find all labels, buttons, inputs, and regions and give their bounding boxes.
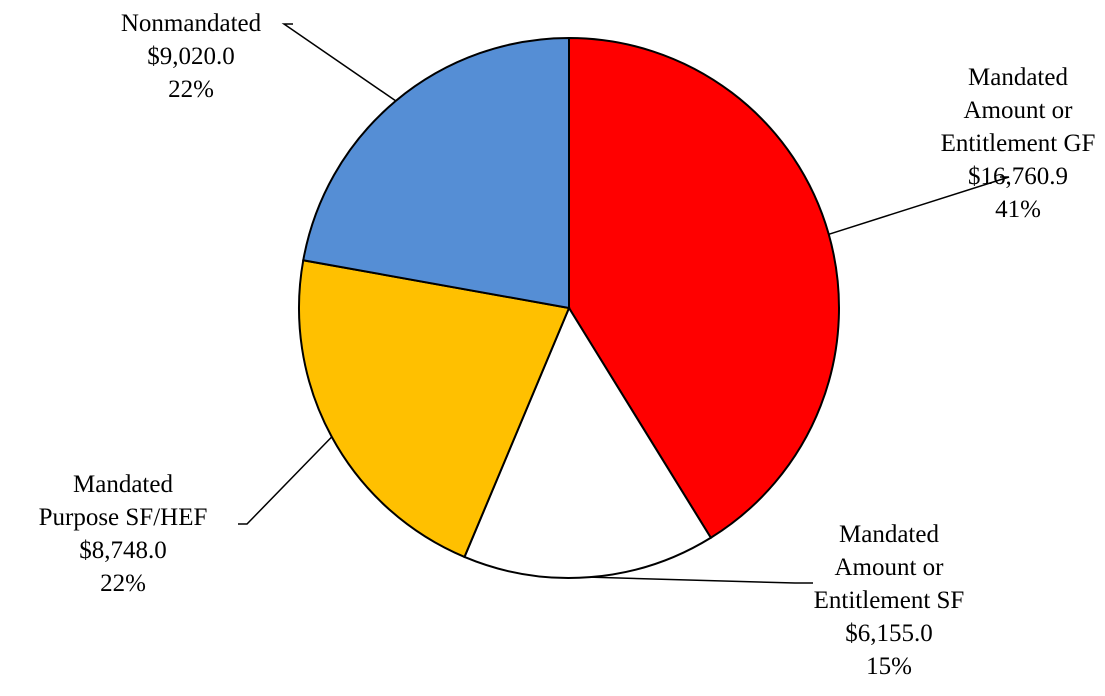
- slice-labels: Mandated Amount or Entitlement GF $16,760.9…: [39, 10, 1096, 680]
- leader-line-sf: [589, 576, 813, 584]
- pie-slices: [298, 36, 840, 579]
- slice-label-nonmandated: Nonmandated $9,020.0 22%: [121, 10, 262, 103]
- slice-label-purpose: Mandated Purpose SF/HEF $8,748.0 22%: [39, 471, 208, 597]
- pie-slice-sf: [463, 305, 713, 579]
- pie-slice-nonmandated: [302, 36, 570, 310]
- leader-line-gf: [828, 176, 1010, 236]
- pie-slice-purpose: [298, 259, 571, 559]
- leader-lines: [238, 23, 1010, 584]
- leader-line-nonmandated: [281, 23, 397, 102]
- leader-line-purpose: [238, 436, 333, 525]
- slice-label-gf: Mandated Amount or Entitlement GF $16,760.9…: [941, 64, 1096, 223]
- slice-label-sf: Mandated Amount or Entitlement SF $6,155.0 1…: [814, 521, 965, 680]
